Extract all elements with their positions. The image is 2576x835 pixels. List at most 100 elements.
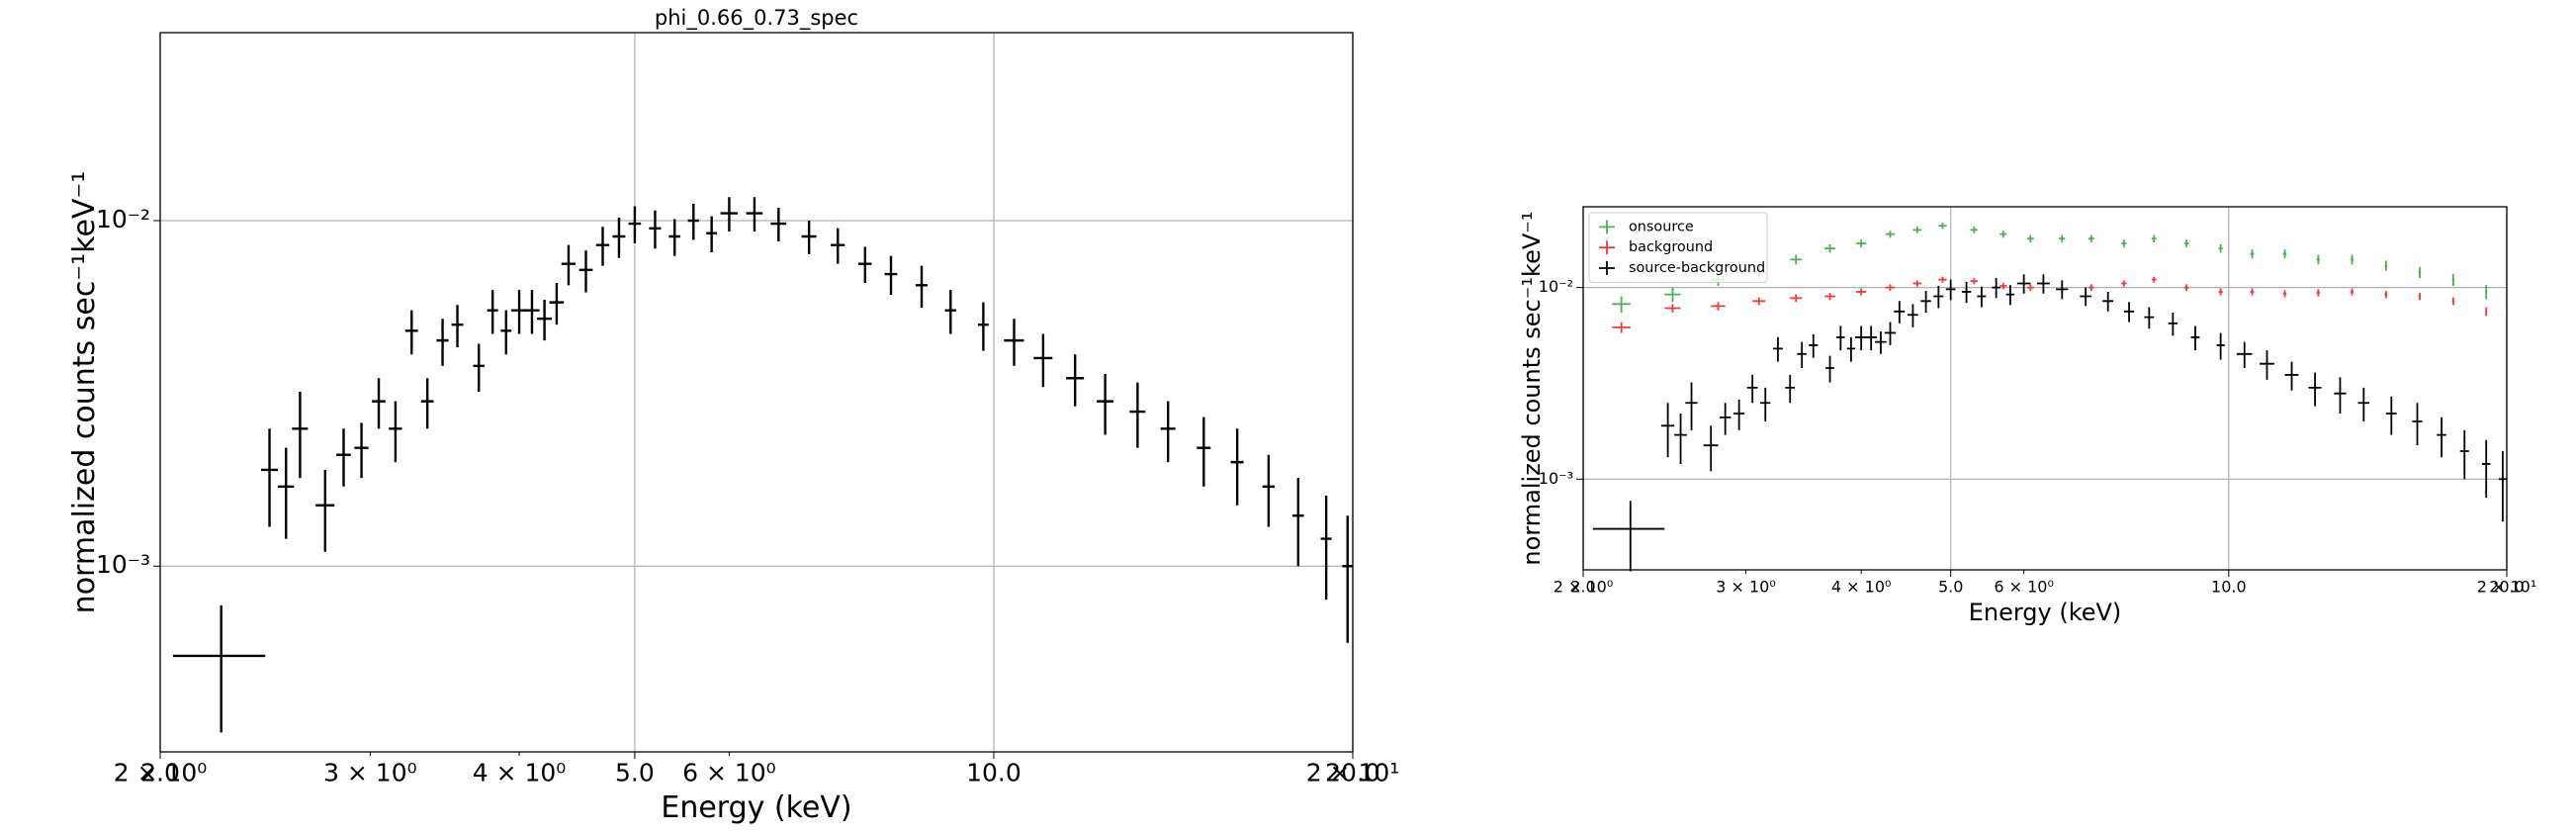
error-bar xyxy=(1977,286,1987,308)
error-bar xyxy=(2027,284,2034,292)
x-tick-label: 4 × 10⁰ xyxy=(1831,578,1892,597)
error-bar xyxy=(511,290,527,334)
error-bar xyxy=(1885,231,1896,238)
error-bar xyxy=(1097,373,1113,435)
error-bar xyxy=(2316,289,2320,297)
error-bar xyxy=(706,216,718,252)
error-bar xyxy=(1908,304,1918,327)
error-bar xyxy=(549,283,565,325)
error-bar xyxy=(2088,284,2094,292)
error-bar xyxy=(858,246,872,284)
error-bar xyxy=(2282,290,2287,298)
error-bar xyxy=(1703,425,1719,472)
error-bar xyxy=(2250,249,2255,259)
error-bar xyxy=(420,378,434,429)
x-tick-label: 10.0 xyxy=(966,759,1022,788)
error-bar xyxy=(436,319,449,366)
error-bar xyxy=(2282,249,2287,259)
error-bar xyxy=(2485,285,2488,300)
error-bar xyxy=(944,290,956,334)
error-bar xyxy=(292,391,309,479)
x-axis-label: Energy (keV) xyxy=(661,790,851,825)
x-tick-label: 5.0 xyxy=(615,759,655,788)
x-tick-label: 6 × 10⁰ xyxy=(1994,578,2054,597)
error-bar xyxy=(2357,387,2370,421)
error-bar xyxy=(1884,322,1897,345)
error-bar xyxy=(1129,382,1146,448)
error-bar xyxy=(1856,239,1867,248)
error-bar xyxy=(2437,417,2446,458)
error-bar xyxy=(372,378,386,429)
error-bar xyxy=(2088,234,2094,243)
error-bar xyxy=(315,469,335,552)
error-bar xyxy=(2250,288,2255,296)
error-bar xyxy=(260,428,278,527)
error-bar xyxy=(2016,274,2031,294)
error-bar xyxy=(1938,223,1947,230)
error-bar xyxy=(2216,332,2225,360)
error-bar xyxy=(801,221,817,254)
error-bar xyxy=(915,265,929,308)
error-bar xyxy=(1920,291,1931,313)
error-bar xyxy=(2451,297,2454,306)
x-tick-label: 20.0 xyxy=(2489,578,2525,597)
error-bar xyxy=(1320,495,1332,601)
error-bar xyxy=(612,218,626,258)
error-bar xyxy=(687,203,699,240)
x-tick-label: 3 × 10⁰ xyxy=(323,759,417,788)
error-bar xyxy=(1809,333,1819,358)
x-tick-label: 6 × 10⁰ xyxy=(682,759,776,788)
error-bar xyxy=(1970,278,1979,285)
error-bar xyxy=(2418,266,2422,279)
error-bar xyxy=(2384,291,2388,299)
error-bar xyxy=(978,302,989,351)
error-bar xyxy=(1999,282,2007,290)
error-bar xyxy=(487,290,498,334)
error-bar xyxy=(524,290,540,334)
axes: 2.0 5.0 10.0 20.0 2 × 10⁰ 3 × 10⁰ 4 × 10⁰ 6 × 1… xyxy=(1518,206,2536,626)
error-bar xyxy=(1999,231,2007,238)
x-tick-label: 4 × 10⁰ xyxy=(473,759,567,788)
error-bar xyxy=(2056,280,2069,300)
error-bar xyxy=(2384,260,2388,271)
error-bar xyxy=(2183,239,2189,248)
error-bar xyxy=(2123,302,2135,323)
error-bar xyxy=(2351,254,2354,265)
error-bar xyxy=(1846,336,1856,362)
error-bar xyxy=(1711,302,1726,311)
error-bar xyxy=(2316,254,2320,265)
error-bar xyxy=(1674,413,1687,464)
x-tick-label: 2.0 xyxy=(140,759,180,788)
error-bar xyxy=(1933,285,1944,309)
x-tick-label: 2.0 xyxy=(1570,578,1595,597)
error-bar xyxy=(2121,239,2127,248)
error-bar xyxy=(1790,254,1803,265)
error-bar xyxy=(1790,294,1803,303)
error-bar xyxy=(1746,374,1758,404)
error-bar xyxy=(1066,354,1085,407)
error-bar xyxy=(1342,515,1353,643)
legend-symbol xyxy=(1599,220,1615,234)
error-bar xyxy=(2485,307,2488,317)
error-bar xyxy=(500,310,512,355)
error-bar xyxy=(2190,325,2200,351)
error-bar xyxy=(2308,372,2322,407)
error-bar xyxy=(2151,276,2157,283)
error-bar xyxy=(2451,273,2454,286)
y-tick-label: 10⁻² xyxy=(1539,277,1573,296)
axes-frame xyxy=(159,32,1354,753)
error-bar xyxy=(649,210,662,249)
error-bar xyxy=(884,255,898,295)
y-axis-label: normalized counts sec⁻¹keV⁻¹ xyxy=(1518,211,1546,565)
chart-title: phi_0.66_0.73_spec xyxy=(655,6,858,31)
error-bar xyxy=(1938,276,1947,283)
error-bar xyxy=(831,228,845,264)
error-bar xyxy=(2080,287,2091,307)
error-bar xyxy=(1836,325,1845,351)
error-bar xyxy=(2005,285,2015,306)
error-bar xyxy=(578,250,593,293)
error-bar xyxy=(2168,312,2177,336)
error-bar xyxy=(1824,244,1835,253)
x-tick-label: 2 × 10⁰ xyxy=(114,759,208,788)
